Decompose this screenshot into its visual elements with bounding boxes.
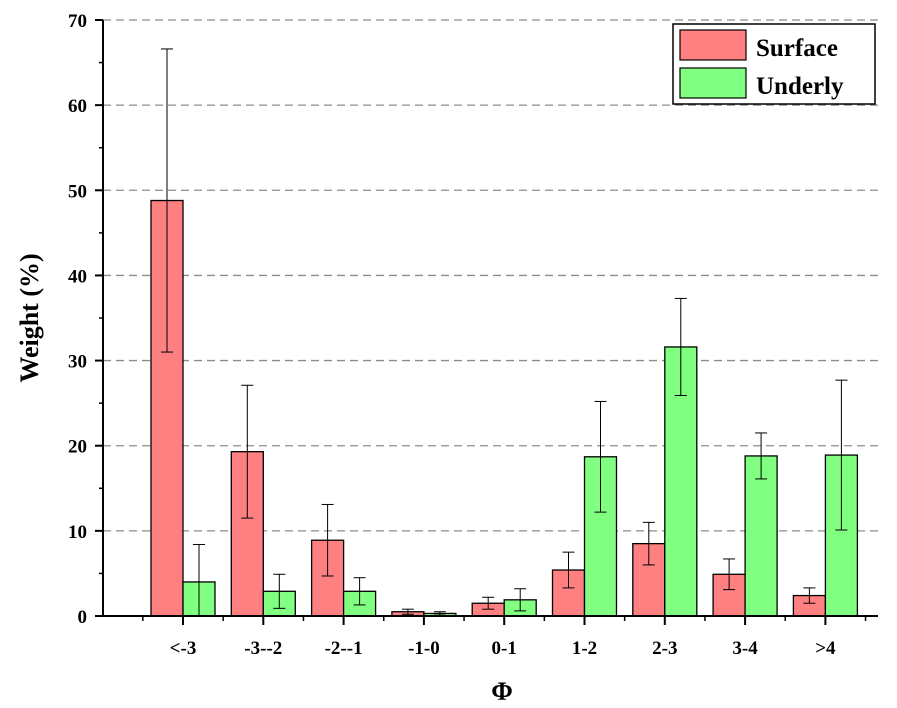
error-bar-surface [161,48,173,353]
x-tick-label: -1-0 [408,638,440,659]
error-bar-surface [642,521,655,566]
x-tick-label: 0-1 [492,638,517,659]
error-bar-underly [835,379,848,531]
y-tick-label: 40 [68,266,87,287]
y-tick-label: 20 [68,437,87,458]
error-bar-surface [241,384,254,519]
error-bar-surface [723,558,736,591]
x-tick-label: -3--2 [244,638,282,659]
error-bar-underly [755,432,768,480]
x-tick-label: <-3 [170,638,197,659]
legend-swatch-surface [679,29,747,61]
y-tick-label: 10 [68,522,87,543]
legend-label-underly: Underly [756,73,844,100]
error-bars [161,48,848,617]
legend: Surface Underly [672,23,876,105]
error-bar-surface [321,503,334,577]
y-tick-label: 60 [68,96,87,117]
x-tick-label: 2-3 [652,638,677,659]
error-bar-underly [514,588,527,612]
error-bar-underly [273,573,286,609]
error-bar-underly [353,577,366,606]
y-tick-label: 30 [68,352,87,373]
error-bar-underly [594,400,607,513]
error-bar-underly [674,297,687,396]
axes [95,19,878,625]
error-bar-surface [482,596,495,610]
y-tick-label: 70 [68,11,87,32]
bar-underly [744,455,778,617]
y-tick-label: 50 [68,181,87,202]
legend-swatch-underly [679,67,747,99]
x-tick-label: 3-4 [732,638,758,659]
x-tick-label: 1-2 [572,638,597,659]
bars [150,199,859,617]
x-tick-label: -2--1 [325,638,363,659]
y-tick-label: 0 [78,607,88,628]
x-tick-label: >4 [815,638,836,659]
error-bar-surface [562,551,575,589]
y-tick-labels: 0 10 20 30 40 50 60 70 [68,11,87,628]
legend-label-surface: Surface [756,35,838,62]
x-tick-labels: <-3 -3--2 -2--1 -1-0 0-1 1-2 2-3 3-4 >4 [170,638,836,659]
error-bar-surface [401,608,414,615]
x-axis-title: Φ [491,677,513,706]
y-axis-title: Weight (%) [15,253,44,382]
error-bar-surface [803,587,816,604]
